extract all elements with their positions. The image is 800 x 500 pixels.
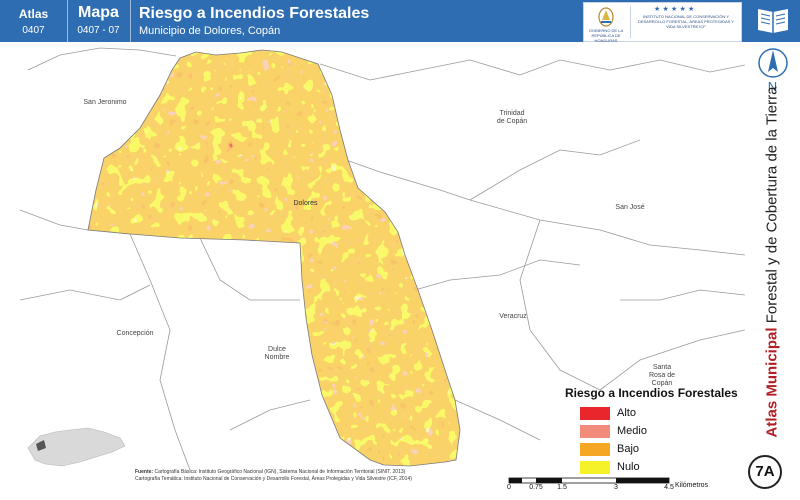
scale-bar xyxy=(508,477,670,484)
source-note: Fuente: Cartografía Básica: Instituto Ge… xyxy=(135,469,465,482)
legend-item-alto: Alto xyxy=(565,406,745,422)
vertical-title: Atlas Municipal Forestal y de Cobertura … xyxy=(764,87,781,438)
source-line-2: Cartografía Temática: Instituto Nacional… xyxy=(135,475,412,482)
legend-label: Nulo xyxy=(617,461,640,473)
book-tab xyxy=(745,0,800,42)
place-trinidad-l1: Trinidad xyxy=(499,110,525,117)
place-santa-rosa: Santa Rosa de Copán xyxy=(637,364,687,388)
mapa-label: Mapa xyxy=(78,4,119,21)
scale-tick-4: 4.5 xyxy=(664,484,674,491)
legend-item-nulo: Nulo xyxy=(565,460,745,476)
open-book-icon xyxy=(758,9,788,33)
legend-label: Medio xyxy=(617,425,647,437)
source-text-1: Cartografía Básica: Instituto Geográfico… xyxy=(154,469,406,475)
legend-item-bajo: Bajo xyxy=(565,442,745,458)
vertical-title-bold: Atlas Municipal xyxy=(763,327,781,438)
place-santa-l1: Santa xyxy=(652,364,672,371)
logo-right-caption: INSTITUTO NACIONAL DE CONSERVACIÓN Y DES… xyxy=(637,14,735,29)
scale-tick-0: 0 xyxy=(507,484,511,491)
place-san-jeronimo: San Jeronimo xyxy=(83,99,127,106)
vertical-title-rest: Forestal y de Cobertura de la Tierra xyxy=(763,86,781,328)
svg-text:★ ★ ★ ★ ★: ★ ★ ★ ★ ★ xyxy=(654,5,694,12)
place-veracruz: Veracruz xyxy=(499,313,527,320)
legend: Riesgo a Incendios Forestales Alto Medio B… xyxy=(565,386,745,478)
municipal-borders xyxy=(19,47,745,471)
place-san-jose: San José xyxy=(615,204,645,211)
north-label: N xyxy=(767,79,778,94)
atlas-code: 0407 xyxy=(22,25,45,36)
source-label: Fuente: xyxy=(135,469,154,475)
place-concepcion: Concepción xyxy=(116,330,154,337)
honduras-locator-map xyxy=(27,427,126,467)
source-line-1: Fuente: Cartografía Básica: Instituto Ge… xyxy=(135,469,465,476)
atlas-cell: Atlas 0407 xyxy=(0,0,68,42)
legend-label: Bajo xyxy=(617,443,640,455)
logos-panel: GOBIERNO DE LA REPÚBLICA DE HONDURAS ★ ★… xyxy=(583,2,742,43)
place-trinidad-copan: Trinidad de Copán xyxy=(487,110,537,126)
scale-tick-3: 3 xyxy=(614,484,618,491)
atlas-label: Atlas xyxy=(18,7,49,21)
dolores-boundary xyxy=(87,49,461,467)
mapa-code: 0407 - 07 xyxy=(77,25,120,36)
map-canvas[interactable] xyxy=(0,42,745,500)
place-dulce-l1: Dulce xyxy=(268,346,286,353)
legend-swatch xyxy=(580,443,610,456)
north-arrow-icon xyxy=(758,48,788,78)
scale-unit: Kilómetros xyxy=(675,482,709,489)
legend-item-medio: Medio xyxy=(565,424,745,440)
legend-swatch xyxy=(580,425,610,438)
page-badge: 7A xyxy=(748,455,782,489)
coat-of-arms-icon xyxy=(598,7,614,27)
legend-swatch xyxy=(580,461,610,474)
stars-icon: ★ ★ ★ ★ ★ xyxy=(654,5,694,12)
map-subtitle: Municipio de Dolores, Copán xyxy=(139,25,281,37)
place-dulce-l2: Nombre xyxy=(264,354,290,361)
logo-left-caption: GOBIERNO DE LA REPÚBLICA DE HONDURAS xyxy=(588,28,624,43)
legend-title: Riesgo a Incendios Forestales xyxy=(565,386,738,400)
place-santa-l2: Rosa de xyxy=(648,372,676,379)
legend-label: Alto xyxy=(617,407,636,419)
legend-swatch xyxy=(580,407,610,420)
place-dolores: Dolores xyxy=(293,200,318,207)
scale-tick-1: 0.75 xyxy=(529,484,543,491)
mapa-cell: Mapa 0407 - 07 xyxy=(67,0,131,42)
header-bar: Atlas 0407 Mapa 0407 - 07 Riesgo a Incen… xyxy=(0,0,745,43)
place-dulce-nombre: Dulce Nombre xyxy=(252,346,302,362)
scale-tick-2: 1.5 xyxy=(557,484,567,491)
place-trinidad-l2: de Copán xyxy=(496,118,528,125)
map-title: Riesgo a Incendios Forestales xyxy=(139,5,370,22)
place-santa-l3: Copán xyxy=(651,380,673,387)
side-panel: N Atlas Municipal Forestal y de Cobertur… xyxy=(745,0,800,500)
dolores-risk-raster[interactable] xyxy=(80,45,470,470)
